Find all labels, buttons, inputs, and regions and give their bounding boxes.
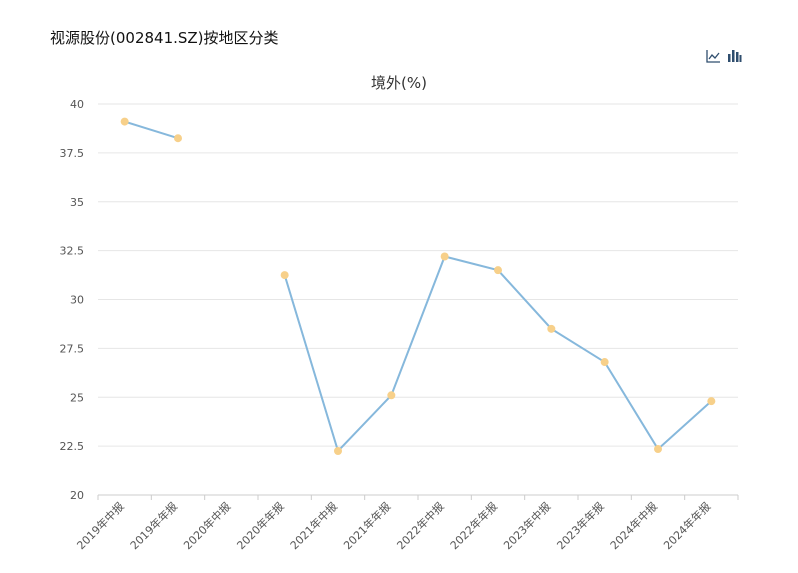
y-tick-label: 37.5 — [60, 147, 85, 160]
bar-chart-icon[interactable] — [727, 49, 742, 63]
line-chart-icon[interactable] — [706, 49, 721, 63]
data-point[interactable] — [440, 252, 449, 261]
y-tick-label: 20 — [70, 489, 84, 502]
series-line — [124, 120, 179, 140]
y-tick-label: 35 — [70, 196, 84, 209]
x-tick-label: 2024年中报 — [607, 499, 660, 552]
x-tick-label: 2022年年报 — [447, 499, 500, 552]
data-point[interactable] — [387, 391, 396, 400]
x-tick-label: 2019年年报 — [127, 499, 180, 552]
data-point[interactable] — [280, 271, 289, 280]
data-point[interactable] — [334, 447, 342, 456]
y-tick-label: 25 — [70, 391, 84, 404]
y-tick-label: 32.5 — [60, 245, 85, 258]
data-point[interactable] — [707, 397, 716, 406]
chart-title: 境外(%) — [371, 74, 427, 92]
x-tick-label: 2024年年报 — [660, 499, 713, 552]
y-tick-label: 40 — [70, 98, 84, 111]
series-line — [283, 255, 713, 453]
x-tick-label: 2023年中报 — [500, 499, 553, 552]
data-point[interactable] — [120, 117, 129, 126]
x-tick-label: 2022年中报 — [394, 499, 447, 552]
y-tick-label: 22.5 — [60, 440, 85, 453]
data-point[interactable] — [494, 266, 502, 275]
data-point[interactable] — [174, 134, 182, 143]
x-tick-label: 2021年中报 — [287, 499, 340, 552]
y-tick-label: 27.5 — [60, 342, 85, 355]
data-point[interactable] — [600, 358, 609, 367]
chart-toolbar — [706, 49, 742, 63]
x-tick-label: 2021年年报 — [340, 499, 393, 552]
page-title: 视源股份(002841.SZ)按地区分类 — [50, 29, 279, 47]
x-tick-label: 2020年年报 — [234, 499, 287, 552]
data-point[interactable] — [547, 324, 556, 333]
data-point[interactable] — [654, 445, 662, 454]
x-tick-label: 2023年年报 — [554, 499, 607, 552]
y-tick-label: 30 — [70, 294, 84, 307]
x-tick-label: 2019年中报 — [74, 499, 127, 552]
x-tick-label: 2020年中报 — [180, 499, 233, 552]
